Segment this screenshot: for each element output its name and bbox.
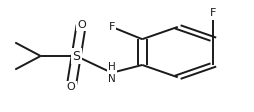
Text: O: O bbox=[67, 82, 75, 92]
Text: H
N: H N bbox=[108, 62, 116, 84]
Text: F: F bbox=[210, 8, 217, 18]
Text: S: S bbox=[72, 50, 80, 62]
Text: O: O bbox=[77, 20, 86, 30]
Text: F: F bbox=[108, 22, 115, 32]
